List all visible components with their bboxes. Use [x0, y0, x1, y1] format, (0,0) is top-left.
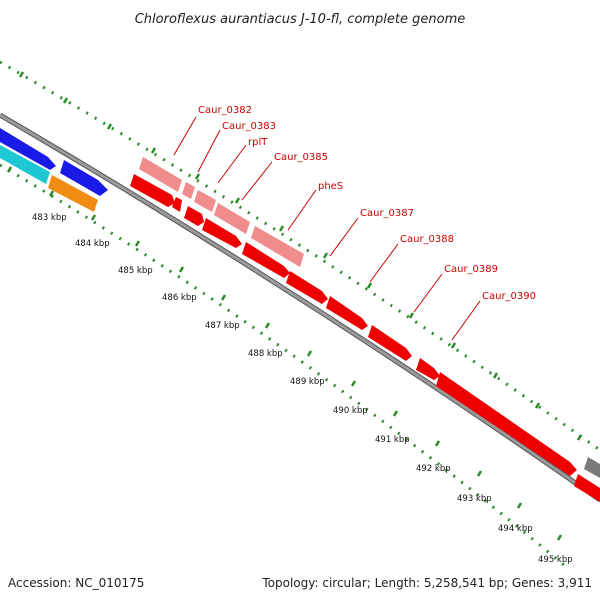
kbp-label: 490 kbp [333, 406, 368, 416]
major-tick [434, 440, 441, 447]
gene-highlight-5[interactable] [251, 226, 304, 267]
gene-label-caur-0387[interactable]: Caur_0387 [360, 208, 414, 219]
gene-highlight-2[interactable] [182, 182, 195, 199]
major-tick [350, 380, 357, 387]
gene-label-caur-0389[interactable]: Caur_0389 [444, 264, 498, 275]
gene-red-8[interactable] [368, 325, 412, 361]
gene-label-caur-0385[interactable]: Caur_0385 [274, 152, 328, 163]
major-tick [408, 312, 415, 319]
gene-highlight-3[interactable] [194, 190, 216, 212]
gene-blue-2[interactable] [60, 160, 108, 196]
gene-blue-1[interactable] [0, 128, 56, 170]
kbp-label: 489 kbp [290, 377, 325, 387]
gene-red-6[interactable] [286, 271, 328, 304]
accession-text: Accession: NC_010175 [8, 576, 144, 590]
kbp-label: 488 kbp [248, 349, 283, 359]
gene-red-2[interactable] [172, 197, 182, 212]
kbp-label: 485 kbp [118, 266, 153, 276]
major-tick [194, 173, 201, 180]
kbp-label: 491 kbp [375, 435, 410, 445]
kbp-label: 484 kbp [75, 239, 110, 249]
gene-features [0, 128, 600, 502]
gene-highlight-1[interactable] [139, 157, 182, 192]
gene-label-group: Caur_0382 Caur_0383 rplT Caur_0385 pheS … [173, 105, 536, 341]
gene-label-caur-0388[interactable]: Caur_0388 [400, 234, 454, 245]
map-title: Chloroflexus aurantiacus J-10-fl, comple… [135, 12, 466, 27]
major-tick [90, 214, 97, 221]
major-tick [492, 372, 499, 379]
genome-summary-text: Topology: circular; Length: 5,258,541 bp… [261, 576, 592, 590]
gene-label-caur-0390[interactable]: Caur_0390 [482, 291, 536, 302]
kbp-label: 495 kbp [538, 555, 573, 565]
kbp-label: 486 kbp [162, 293, 197, 303]
gene-red-5[interactable] [242, 242, 290, 278]
gene-label-phes[interactable]: pheS [318, 181, 343, 192]
major-tick [150, 147, 157, 154]
major-tick [18, 71, 25, 78]
major-tick [178, 266, 185, 273]
gene-red-10[interactable] [436, 372, 577, 476]
gene-red-1[interactable] [130, 174, 175, 207]
kbp-label: 494 kbp [498, 524, 533, 534]
genome-backbone [0, 112, 600, 503]
major-tick [106, 123, 113, 130]
major-tick [366, 282, 373, 289]
major-tick [476, 470, 483, 477]
inner-tick-ring [0, 163, 571, 572]
gene-gray[interactable] [584, 457, 600, 478]
major-tick [516, 502, 523, 509]
gene-label-caur-0382[interactable]: Caur_0382 [198, 105, 252, 116]
gene-red-11[interactable] [574, 474, 600, 502]
major-tick [6, 166, 13, 173]
kbp-label: 487 kbp [205, 321, 240, 331]
gene-label-caur-0383[interactable]: Caur_0383 [222, 121, 276, 132]
gene-red-4[interactable] [202, 218, 242, 248]
major-tick [534, 402, 541, 409]
gene-cyan[interactable] [0, 145, 50, 184]
gene-highlight-4[interactable] [214, 203, 250, 234]
kbp-label: 493 kbp [457, 494, 492, 504]
kbp-label: 483 kbp [32, 213, 67, 223]
major-tick [134, 240, 141, 247]
gene-red-7[interactable] [326, 296, 368, 330]
major-tick [234, 197, 241, 204]
major-tick [278, 225, 285, 232]
gene-label-rplt[interactable]: rplT [248, 137, 268, 148]
major-tick [264, 322, 271, 329]
major-tick [306, 350, 313, 357]
gene-orange[interactable] [48, 175, 98, 212]
gene-red-3[interactable] [184, 206, 204, 226]
outer-tick-ring [0, 60, 600, 452]
major-tick [576, 434, 583, 441]
major-tick [220, 294, 227, 301]
major-tick [48, 190, 55, 197]
gene-red-9[interactable] [416, 358, 440, 380]
major-tick [322, 252, 329, 259]
major-tick [392, 410, 399, 417]
major-tick [556, 534, 563, 541]
major-tick [62, 97, 69, 104]
kbp-label: 492 kbp [416, 464, 451, 474]
kbp-scale: 483 kbp 484 kbp 485 kbp 486 kbp 487 kbp … [32, 213, 573, 565]
major-tick [450, 342, 457, 349]
